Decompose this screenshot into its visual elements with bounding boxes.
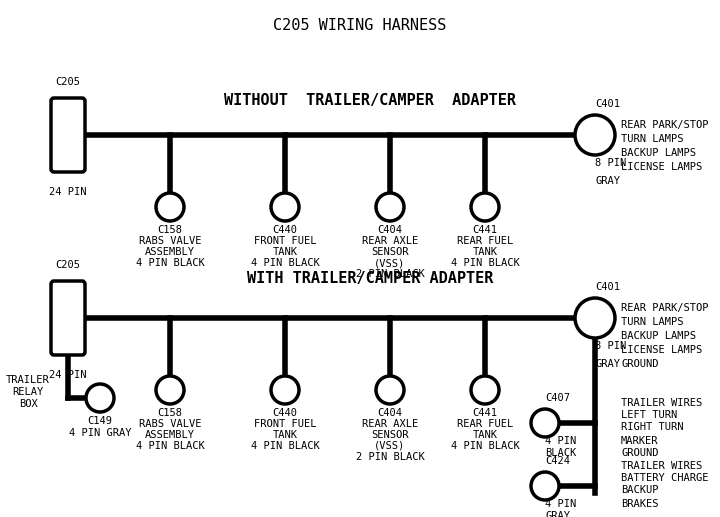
- Text: GROUND: GROUND: [621, 359, 659, 369]
- Text: SENSOR: SENSOR: [372, 247, 409, 257]
- Text: WITHOUT  TRAILER/CAMPER  ADAPTER: WITHOUT TRAILER/CAMPER ADAPTER: [224, 93, 516, 108]
- Text: C440: C440: [272, 408, 297, 418]
- Circle shape: [86, 384, 114, 412]
- Text: LICENSE LAMPS: LICENSE LAMPS: [621, 345, 702, 355]
- Text: (VSS): (VSS): [374, 258, 405, 268]
- Text: LEFT TURN: LEFT TURN: [621, 410, 678, 420]
- Text: BACKUP LAMPS: BACKUP LAMPS: [621, 331, 696, 341]
- Circle shape: [376, 193, 404, 221]
- Text: LICENSE LAMPS: LICENSE LAMPS: [621, 162, 702, 172]
- Text: 2 PIN BLACK: 2 PIN BLACK: [356, 269, 424, 279]
- Text: (VSS): (VSS): [374, 441, 405, 451]
- Circle shape: [156, 376, 184, 404]
- Text: C205: C205: [55, 77, 81, 87]
- Text: 4 PIN BLACK: 4 PIN BLACK: [451, 258, 519, 268]
- Text: TRAILER WIRES: TRAILER WIRES: [621, 461, 702, 471]
- Text: REAR AXLE: REAR AXLE: [362, 236, 418, 246]
- Text: C441: C441: [472, 225, 498, 235]
- Text: MARKER: MARKER: [621, 436, 659, 446]
- Text: REAR AXLE: REAR AXLE: [362, 419, 418, 429]
- Text: 4 PIN GRAY: 4 PIN GRAY: [68, 428, 131, 438]
- Text: TRAILER: TRAILER: [6, 375, 50, 385]
- Text: TRAILER WIRES: TRAILER WIRES: [621, 398, 702, 408]
- Text: REAR PARK/STOP: REAR PARK/STOP: [621, 303, 708, 313]
- Text: C407: C407: [545, 393, 570, 403]
- Text: C158: C158: [158, 408, 182, 418]
- Text: 4 PIN BLACK: 4 PIN BLACK: [251, 258, 320, 268]
- Text: RIGHT TURN: RIGHT TURN: [621, 422, 683, 432]
- Text: C424: C424: [545, 456, 570, 466]
- Text: BATTERY CHARGE: BATTERY CHARGE: [621, 473, 708, 483]
- Text: ASSEMBLY: ASSEMBLY: [145, 430, 195, 440]
- Text: REAR PARK/STOP: REAR PARK/STOP: [621, 120, 708, 130]
- Text: 2 PIN BLACK: 2 PIN BLACK: [356, 452, 424, 462]
- Text: C205: C205: [55, 260, 81, 270]
- Text: TURN LAMPS: TURN LAMPS: [621, 317, 683, 327]
- Circle shape: [271, 376, 299, 404]
- Circle shape: [531, 472, 559, 500]
- Text: 24 PIN: 24 PIN: [49, 370, 86, 380]
- Text: TANK: TANK: [272, 247, 297, 257]
- Text: 4 PIN: 4 PIN: [545, 499, 576, 509]
- Text: GRAY: GRAY: [595, 176, 620, 186]
- Text: RABS VALVE: RABS VALVE: [139, 236, 202, 246]
- Text: C149: C149: [88, 416, 112, 426]
- Text: ASSEMBLY: ASSEMBLY: [145, 247, 195, 257]
- Text: TANK: TANK: [472, 430, 498, 440]
- Text: FRONT FUEL: FRONT FUEL: [253, 419, 316, 429]
- Text: 4 PIN: 4 PIN: [545, 436, 576, 446]
- Text: C401: C401: [595, 282, 620, 292]
- Text: GRAY: GRAY: [545, 511, 570, 517]
- Text: FRONT FUEL: FRONT FUEL: [253, 236, 316, 246]
- Text: SENSOR: SENSOR: [372, 430, 409, 440]
- Text: TANK: TANK: [272, 430, 297, 440]
- Text: 4 PIN BLACK: 4 PIN BLACK: [251, 441, 320, 451]
- Text: C440: C440: [272, 225, 297, 235]
- Circle shape: [156, 193, 184, 221]
- FancyBboxPatch shape: [51, 281, 85, 355]
- Text: C158: C158: [158, 225, 182, 235]
- Text: C404: C404: [377, 225, 402, 235]
- Text: RELAY: RELAY: [12, 387, 44, 397]
- Text: BRAKES: BRAKES: [621, 499, 659, 509]
- Text: 8 PIN: 8 PIN: [595, 158, 626, 168]
- Text: TANK: TANK: [472, 247, 498, 257]
- Text: GROUND: GROUND: [621, 448, 659, 458]
- Text: BOX: BOX: [19, 399, 37, 409]
- Text: RABS VALVE: RABS VALVE: [139, 419, 202, 429]
- Text: C205 WIRING HARNESS: C205 WIRING HARNESS: [274, 18, 446, 33]
- Circle shape: [271, 193, 299, 221]
- Text: TURN LAMPS: TURN LAMPS: [621, 134, 683, 144]
- Text: GRAY: GRAY: [595, 359, 620, 369]
- Text: 4 PIN BLACK: 4 PIN BLACK: [135, 258, 204, 268]
- Circle shape: [471, 193, 499, 221]
- Text: BACKUP: BACKUP: [621, 485, 659, 495]
- Text: 4 PIN BLACK: 4 PIN BLACK: [451, 441, 519, 451]
- Text: C441: C441: [472, 408, 498, 418]
- Circle shape: [575, 298, 615, 338]
- Circle shape: [376, 376, 404, 404]
- Text: REAR FUEL: REAR FUEL: [457, 236, 513, 246]
- Text: BACKUP LAMPS: BACKUP LAMPS: [621, 148, 696, 158]
- Text: C401: C401: [595, 99, 620, 109]
- FancyBboxPatch shape: [51, 98, 85, 172]
- Circle shape: [575, 115, 615, 155]
- Circle shape: [471, 376, 499, 404]
- Text: C404: C404: [377, 408, 402, 418]
- Text: BLACK: BLACK: [545, 448, 576, 458]
- Text: 24 PIN: 24 PIN: [49, 187, 86, 197]
- Text: 4 PIN BLACK: 4 PIN BLACK: [135, 441, 204, 451]
- Circle shape: [531, 409, 559, 437]
- Text: REAR FUEL: REAR FUEL: [457, 419, 513, 429]
- Text: WITH TRAILER/CAMPER ADAPTER: WITH TRAILER/CAMPER ADAPTER: [247, 270, 493, 285]
- Text: 8 PIN: 8 PIN: [595, 341, 626, 351]
